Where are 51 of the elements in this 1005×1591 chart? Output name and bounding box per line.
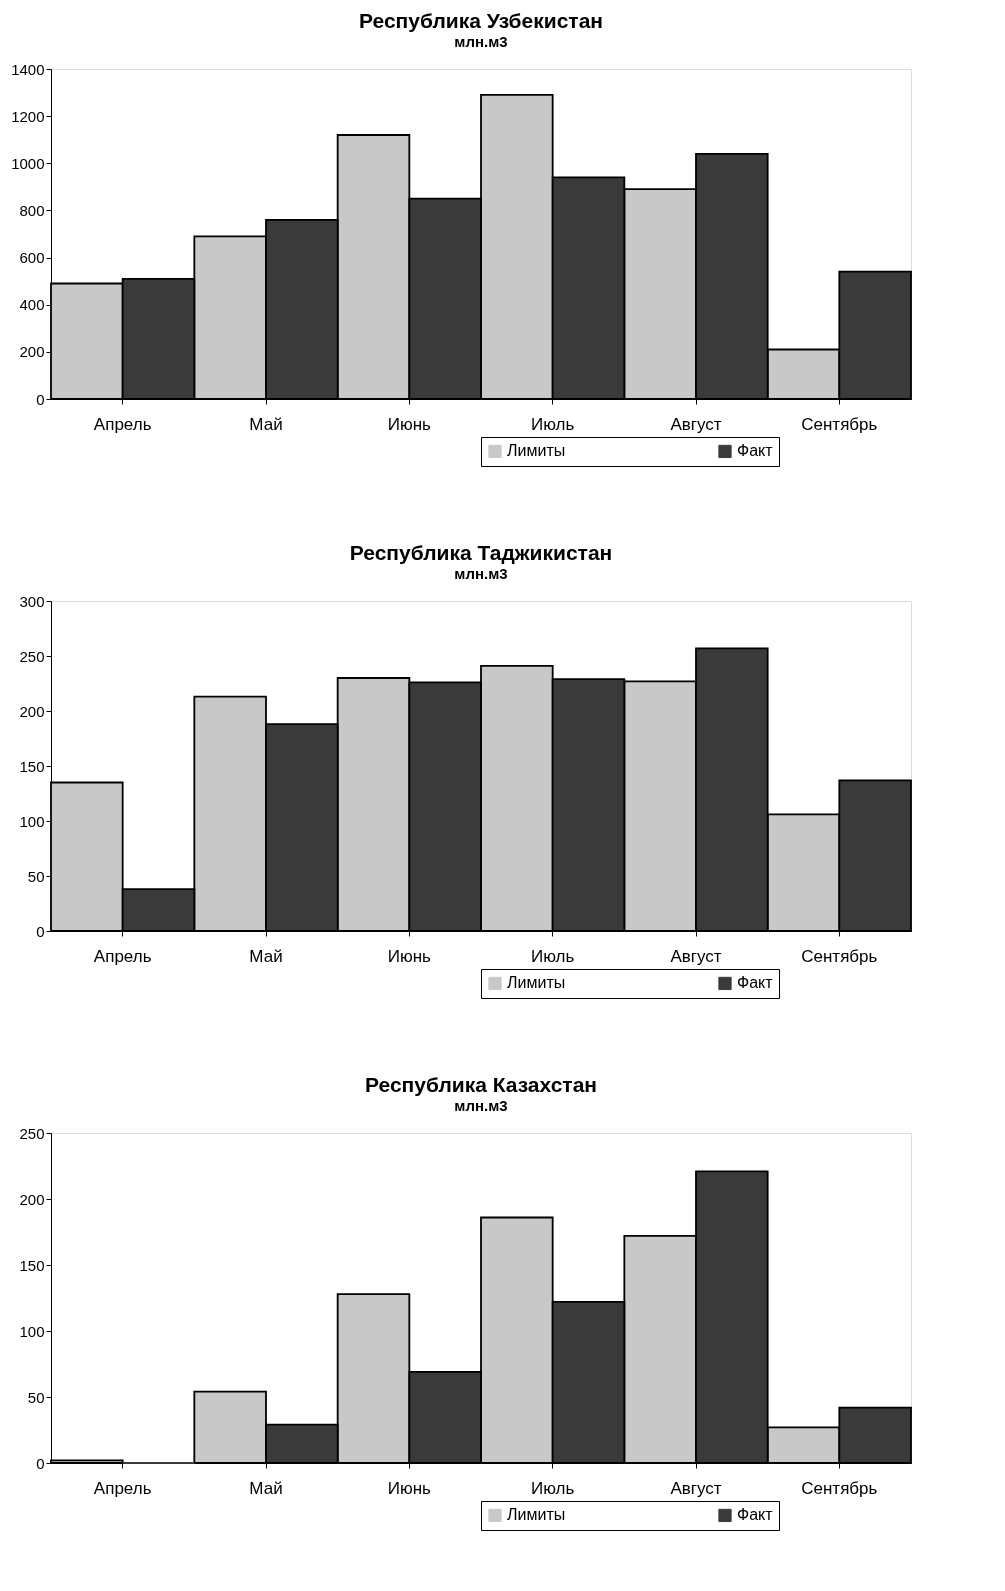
y-tick-label: 800 <box>19 201 45 219</box>
y-tick-label: 50 <box>27 867 45 885</box>
y-tick-label: 200 <box>19 1190 45 1208</box>
x-tick-label: Сентябрь <box>801 946 878 966</box>
y-tick-label: 250 <box>19 647 45 665</box>
x-tick-label: Сентябрь <box>801 414 878 434</box>
y-tick-label: 200 <box>19 343 45 361</box>
x-tick-label: Апрель <box>93 946 152 966</box>
y-tick-label: 150 <box>19 757 45 775</box>
y-tick-label: 0 <box>36 922 45 940</box>
x-tick-label: Июнь <box>387 414 432 434</box>
x-tick-label: Сентябрь <box>801 1478 878 1498</box>
y-tick-label: 250 <box>19 1124 45 1142</box>
y-tick-label: 1200 <box>11 107 45 125</box>
y-tick-label: 0 <box>36 1454 45 1472</box>
x-tick-label: Июль <box>530 414 575 434</box>
chart-title: Республика Казахстан <box>365 1073 597 1096</box>
y-axis-title: млн.м3 <box>454 33 508 50</box>
x-tick-label: Август <box>670 414 722 434</box>
x-tick-label: Май <box>249 946 283 966</box>
y-tick-label: 1000 <box>11 154 45 172</box>
chart-title: Республика Таджикистан <box>349 541 613 564</box>
y-tick-label: 400 <box>19 296 45 314</box>
chart-title: Республика Узбекистан <box>359 9 603 32</box>
x-tick-label: Июнь <box>387 1478 432 1498</box>
y-tick-label: 150 <box>19 1256 45 1274</box>
x-tick-label: Июнь <box>387 946 432 966</box>
x-tick-label: Май <box>249 414 283 434</box>
legend-label: Лимиты <box>507 442 566 460</box>
y-tick-label: 100 <box>19 812 45 830</box>
y-tick-label: 300 <box>19 592 45 610</box>
x-tick-label: Май <box>249 1478 283 1498</box>
legend-label: Лимиты <box>507 974 566 992</box>
x-tick-label: Июль <box>530 946 575 966</box>
y-tick-label: 600 <box>19 249 45 267</box>
y-tick-label: 50 <box>27 1388 45 1406</box>
y-tick-label: 100 <box>19 1322 45 1340</box>
legend-label: Факт <box>737 974 774 992</box>
x-tick-label: Июль <box>530 1478 575 1498</box>
y-tick-label: 1400 <box>11 60 45 78</box>
y-axis-title: млн.м3 <box>454 1097 508 1114</box>
y-tick-label: 200 <box>19 702 45 720</box>
legend-label: Факт <box>737 1506 774 1524</box>
x-tick-label: Апрель <box>93 1478 152 1498</box>
x-tick-label: Апрель <box>93 414 152 434</box>
y-axis-title: млн.м3 <box>454 565 508 582</box>
y-tick-label: 0 <box>36 390 45 408</box>
legend-label: Лимиты <box>507 1506 566 1524</box>
legend-label: Факт <box>737 442 774 460</box>
x-tick-label: Август <box>670 946 722 966</box>
x-tick-label: Август <box>670 1478 722 1498</box>
